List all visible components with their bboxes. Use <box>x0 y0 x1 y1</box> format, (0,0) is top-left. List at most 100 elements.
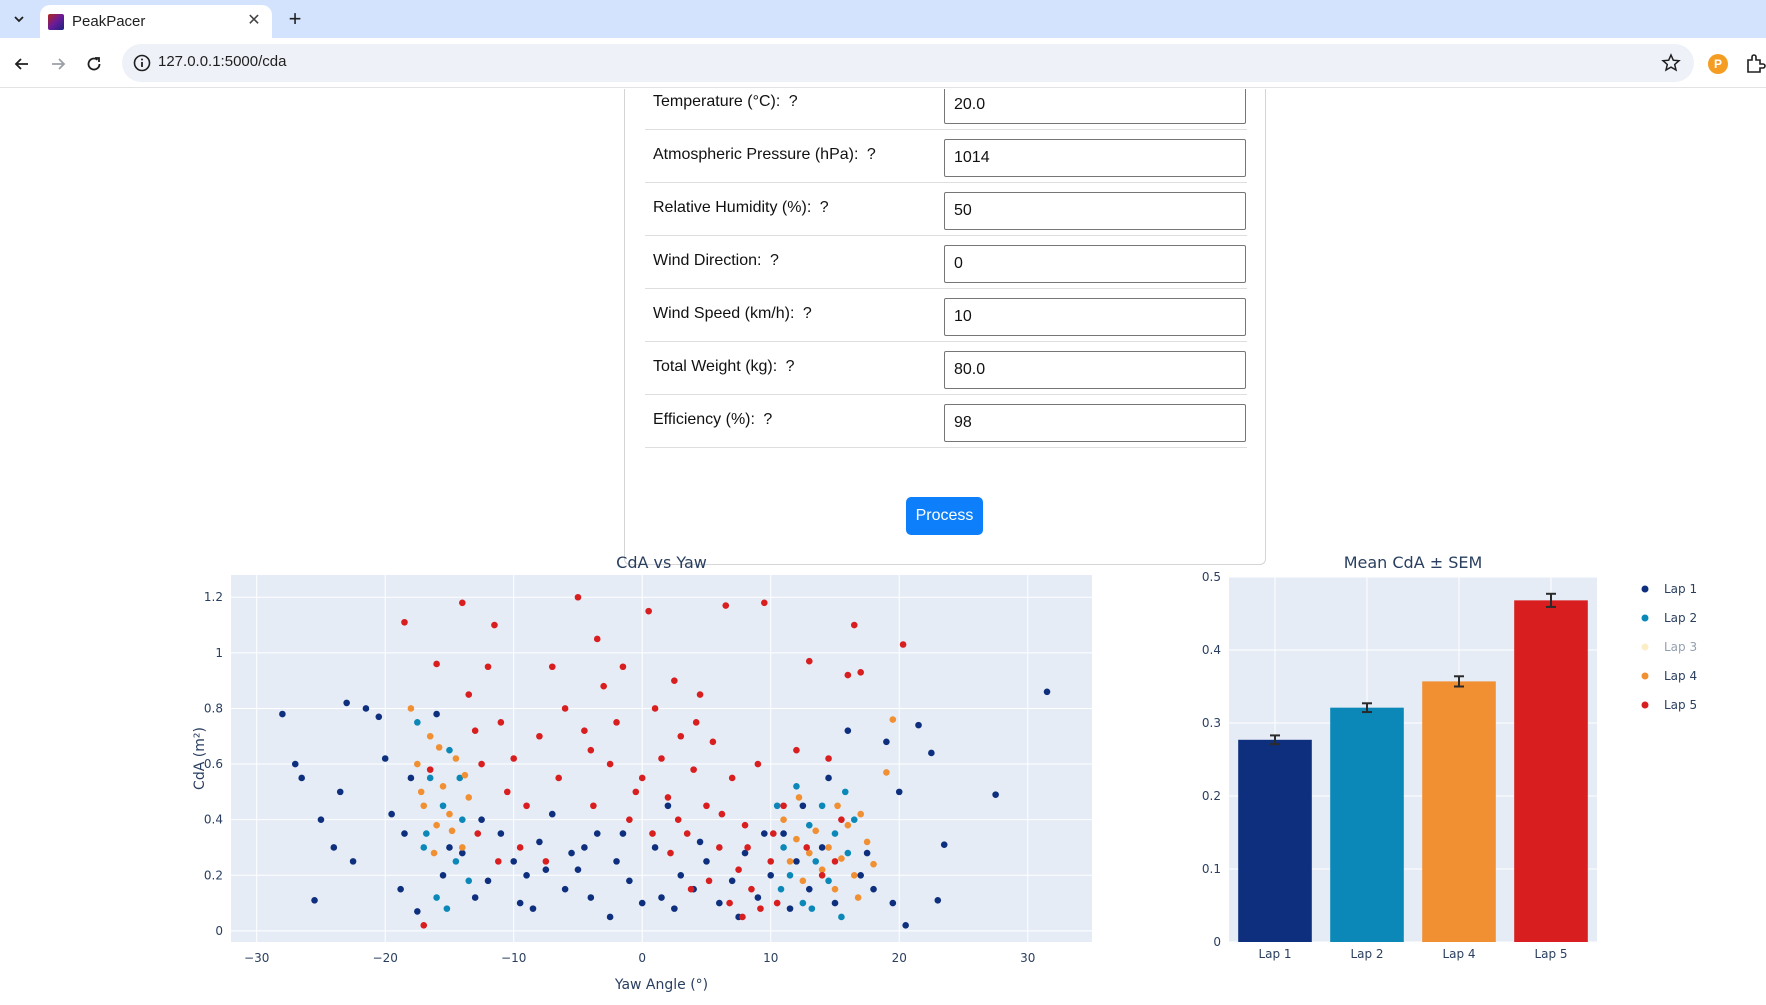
close-tab-button[interactable]: ✕ <box>247 12 261 29</box>
field-label: Relative Humidity (%): ? <box>653 199 829 216</box>
scatter-point <box>748 885 755 893</box>
field-label: Atmospheric Pressure (hPa): ? <box>653 146 876 163</box>
scatter-point <box>854 894 862 901</box>
scatter-point <box>870 885 877 893</box>
legend-item[interactable]: Lap 5 <box>1641 698 1698 712</box>
bookmark-star-icon[interactable] <box>1660 52 1682 74</box>
scatter-point <box>683 830 691 837</box>
scatter-point <box>452 755 460 762</box>
scatter-point <box>555 774 562 782</box>
scatter-point <box>754 760 762 768</box>
x-axis-label: Yaw Angle (°) <box>614 977 708 993</box>
scatter-point <box>443 905 451 912</box>
scatter-point <box>343 699 350 707</box>
scatter-point <box>574 866 582 874</box>
help-icon[interactable]: ? <box>763 411 773 428</box>
tab-search-button[interactable] <box>6 7 32 31</box>
scatter-point <box>568 849 575 857</box>
reload-button[interactable] <box>80 50 108 78</box>
x-tick-label: 10 <box>763 951 778 965</box>
help-icon[interactable]: ? <box>802 305 812 322</box>
scatter-point <box>433 821 440 829</box>
legend-item[interactable]: Lap 1 <box>1641 582 1698 596</box>
efficiency-input[interactable] <box>944 404 1246 442</box>
puzzle-icon[interactable] <box>1744 52 1766 74</box>
help-icon[interactable]: ? <box>769 252 779 269</box>
scatter-point <box>870 860 877 868</box>
field-label: Total Weight (kg): ? <box>653 358 795 375</box>
site-info-icon[interactable] <box>132 53 152 73</box>
scatter-series <box>401 593 907 929</box>
scatter-point <box>494 858 502 865</box>
scatter-point <box>503 788 511 796</box>
help-icon[interactable]: ? <box>866 146 876 163</box>
scatter-point <box>793 783 800 790</box>
scatter-point <box>497 830 505 837</box>
scatter-point <box>459 844 466 851</box>
scatter-point <box>548 810 556 818</box>
help-icon[interactable]: ? <box>788 93 798 110</box>
legend-item[interactable]: Lap 2 <box>1641 611 1698 625</box>
scatter-point <box>362 705 370 712</box>
scatter-point <box>523 871 530 879</box>
forward-button[interactable] <box>44 50 72 78</box>
scatter-series <box>279 688 1051 929</box>
process-button[interactable]: Process <box>906 497 983 535</box>
scatter-point <box>834 802 841 810</box>
legend-marker <box>1641 701 1649 709</box>
legend-label: Lap 4 <box>1664 669 1697 683</box>
legend-label: Lap 1 <box>1664 582 1697 596</box>
bar-x-tick-label: Lap 4 <box>1442 947 1475 961</box>
address-bar[interactable]: 127.0.0.1:5000/cda <box>122 44 1694 82</box>
form-row-temperature: Temperature (°C): ? <box>645 89 1247 130</box>
scatter-point <box>638 774 646 782</box>
form-row-wind-direction: Wind Direction: ? <box>645 236 1247 289</box>
scatter-point <box>696 838 704 846</box>
help-icon[interactable]: ? <box>819 199 829 216</box>
form-row-humidity: Relative Humidity (%): ? <box>645 183 1247 236</box>
wind-direction-input[interactable] <box>944 245 1246 283</box>
x-tick-label: −30 <box>244 951 269 965</box>
legend-item[interactable]: Lap 4 <box>1641 669 1698 683</box>
new-tab-button[interactable]: + <box>288 6 302 31</box>
total-weight-input[interactable] <box>944 351 1246 389</box>
scatter-point <box>651 705 659 712</box>
scatter-point <box>838 855 845 862</box>
scatter-point <box>606 760 614 768</box>
form-row-pressure: Atmospheric Pressure (hPa): ? <box>645 130 1247 183</box>
scatter-point <box>805 821 813 829</box>
legend-item[interactable]: Lap 3 <box>1641 640 1698 654</box>
back-button[interactable] <box>8 50 36 78</box>
scatter-point <box>857 871 864 879</box>
bar-x-tick-label: Lap 5 <box>1534 947 1567 961</box>
scatter-point <box>767 871 775 879</box>
tab-title: PeakPacer <box>72 13 146 30</box>
scatter-point <box>677 871 685 879</box>
scatter-point <box>726 899 733 907</box>
extension-icon[interactable]: P <box>1708 54 1728 74</box>
scatter-point <box>420 802 428 810</box>
humidity-input[interactable] <box>944 192 1246 230</box>
scatter-point <box>934 896 942 904</box>
scatter-point <box>812 858 820 865</box>
scatter-point <box>484 663 492 671</box>
scatter-point <box>831 885 839 893</box>
scatter-point <box>311 896 318 904</box>
help-icon[interactable]: ? <box>785 358 795 375</box>
arrow-left-icon <box>14 58 28 70</box>
y-tick-label: 0.8 <box>204 701 223 715</box>
scatter-point <box>850 871 858 879</box>
bar-lap-5 <box>1514 600 1588 942</box>
y-tick-label: 0 <box>215 924 223 938</box>
scatter-point <box>818 802 826 810</box>
scatter-point <box>773 899 781 907</box>
browser-tab[interactable]: PeakPacer ✕ <box>40 5 272 38</box>
pressure-input[interactable] <box>944 139 1246 177</box>
wind-speed-input[interactable] <box>944 298 1246 336</box>
settings-form: Temperature (°C): ? Atmospheric Pressure… <box>624 89 1266 565</box>
scatter-point <box>825 774 832 782</box>
temperature-input[interactable] <box>944 89 1246 124</box>
scatter-point <box>626 816 633 823</box>
scatter-point <box>448 827 456 835</box>
scatter-point <box>703 802 710 810</box>
